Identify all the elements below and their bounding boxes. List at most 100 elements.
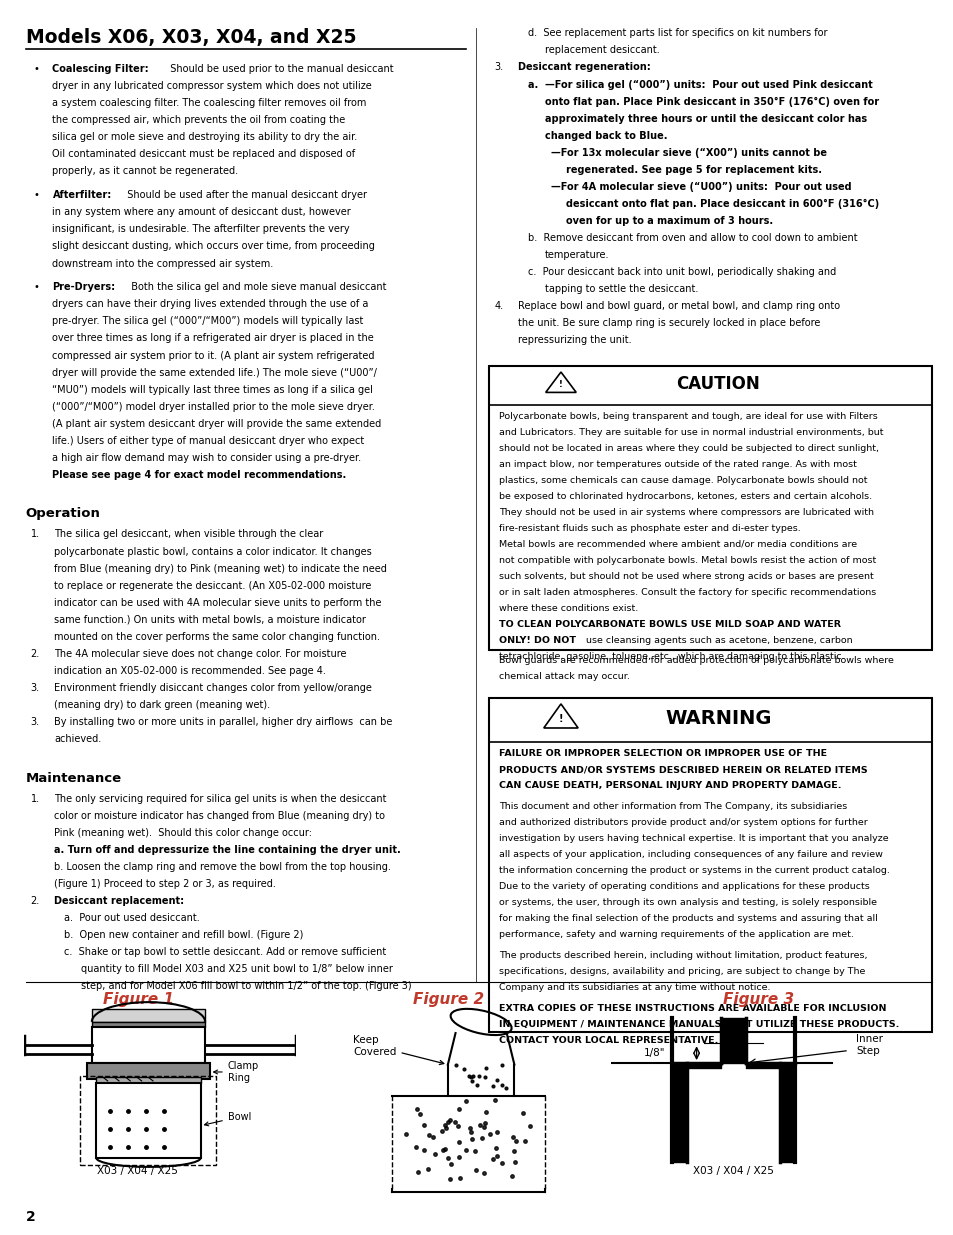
Text: ONLY! DO NOT: ONLY! DO NOT bbox=[498, 636, 576, 645]
Text: and authorized distributors provide product and/or system options for further: and authorized distributors provide prod… bbox=[498, 818, 867, 827]
Text: TO CLEAN POLYCARBONATE BOWLS USE MILD SOAP AND WATER: TO CLEAN POLYCARBONATE BOWLS USE MILD SO… bbox=[498, 620, 840, 629]
Text: a.  —For silica gel (“000”) units:  Pour out used Pink desiccant: a. —For silica gel (“000”) units: Pour o… bbox=[527, 79, 871, 89]
Text: Oil contaminated desiccant must be replaced and disposed of: Oil contaminated desiccant must be repla… bbox=[52, 149, 355, 159]
Text: Bowl: Bowl bbox=[204, 1112, 251, 1126]
Text: a high air flow demand may wish to consider using a pre-dryer.: a high air flow demand may wish to consi… bbox=[52, 453, 361, 463]
Text: •: • bbox=[33, 190, 39, 200]
Text: the compressed air, which prevents the oil from coating the: the compressed air, which prevents the o… bbox=[52, 115, 345, 125]
Text: Inner
Step: Inner Step bbox=[856, 1035, 882, 1056]
Text: 1.: 1. bbox=[30, 794, 40, 804]
Text: Desiccant regeneration:: Desiccant regeneration: bbox=[517, 63, 650, 73]
Text: properly, as it cannot be regenerated.: properly, as it cannot be regenerated. bbox=[52, 167, 238, 177]
Text: oven for up to a maximum of 3 hours.: oven for up to a maximum of 3 hours. bbox=[565, 216, 772, 226]
Text: indication an X05-02-000 is recommended. See page 4.: indication an X05-02-000 is recommended.… bbox=[54, 666, 326, 676]
Bar bbox=[96, 1083, 200, 1158]
Text: The 4A molecular sieve does not change color. For moisture: The 4A molecular sieve does not change c… bbox=[54, 648, 347, 658]
Text: or in salt laden atmospheres. Consult the factory for specific recommendations: or in salt laden atmospheres. Consult th… bbox=[498, 588, 875, 597]
Text: dryers can have their drying lives extended through the use of a: dryers can have their drying lives exten… bbox=[52, 299, 369, 310]
Bar bbox=[91, 1028, 205, 1063]
Text: 4.: 4. bbox=[494, 301, 503, 311]
Text: an impact blow, nor temperatures outside of the rated range. As with most: an impact blow, nor temperatures outside… bbox=[498, 459, 856, 468]
Bar bbox=[96, 1077, 200, 1083]
Text: FAILURE OR IMPROPER SELECTION OR IMPROPER USE OF THE: FAILURE OR IMPROPER SELECTION OR IMPROPE… bbox=[498, 748, 826, 758]
Text: IN EQUIPMENT / MAINTENANCE MANUALS THAT UTILIZE THESE PRODUCTS.: IN EQUIPMENT / MAINTENANCE MANUALS THAT … bbox=[498, 1020, 899, 1029]
Text: should not be located in areas where they could be subjected to direct sunlight,: should not be located in areas where the… bbox=[498, 443, 878, 452]
Text: dryer will provide the same extended life.) The mole sieve (“U00”/: dryer will provide the same extended lif… bbox=[52, 368, 377, 378]
Text: (meaning dry) to dark green (meaning wet).: (meaning dry) to dark green (meaning wet… bbox=[54, 700, 271, 710]
Text: color or moisture indicator has changed from Blue (meaning dry) to: color or moisture indicator has changed … bbox=[54, 810, 385, 821]
Text: a system coalescing filter. The coalescing filter removes oil from: a system coalescing filter. The coalesci… bbox=[52, 99, 367, 109]
Text: quantity to fill Model X03 and X25 unit bowl to 1/8” below inner: quantity to fill Model X03 and X25 unit … bbox=[81, 965, 393, 974]
Text: b. Loosen the clamp ring and remove the bowl from the top housing.: b. Loosen the clamp ring and remove the … bbox=[54, 862, 391, 872]
Text: temperature.: temperature. bbox=[544, 249, 609, 259]
Text: tapping to settle the desiccant.: tapping to settle the desiccant. bbox=[544, 284, 698, 294]
Text: investigation by users having technical expertise. It is important that you anal: investigation by users having technical … bbox=[498, 834, 887, 844]
Text: b.  Open new container and refill bowl. (Figure 2): b. Open new container and refill bowl. (… bbox=[64, 930, 303, 940]
Text: 3.: 3. bbox=[494, 63, 503, 73]
Text: —For 4A molecular sieve (“U00”) units:  Pour out used: —For 4A molecular sieve (“U00”) units: P… bbox=[551, 182, 851, 191]
Text: use cleansing agents such as acetone, benzene, carbon: use cleansing agents such as acetone, be… bbox=[582, 636, 852, 645]
Text: —For 13x molecular sieve (“X00”) units cannot be: —For 13x molecular sieve (“X00”) units c… bbox=[551, 148, 826, 158]
Text: silica gel or mole sieve and destroying its ability to dry the air.: silica gel or mole sieve and destroying … bbox=[52, 132, 357, 142]
Text: fire-resistant fluids such as phosphate ester and di-ester types.: fire-resistant fluids such as phosphate … bbox=[498, 524, 800, 532]
Text: Pink (meaning wet).  Should this color change occur:: Pink (meaning wet). Should this color ch… bbox=[54, 827, 312, 837]
Text: be exposed to chlorinated hydrocarbons, ketones, esters and certain alcohols.: be exposed to chlorinated hydrocarbons, … bbox=[498, 492, 871, 500]
Text: downstream into the compressed air system.: downstream into the compressed air syste… bbox=[52, 258, 274, 268]
Text: life.) Users of either type of manual desiccant dryer who expect: life.) Users of either type of manual de… bbox=[52, 436, 364, 446]
Text: •: • bbox=[33, 283, 39, 293]
Text: approximately three hours or until the desiccant color has: approximately three hours or until the d… bbox=[544, 114, 866, 124]
Polygon shape bbox=[543, 704, 578, 727]
Text: Metal bowls are recommended where ambient and/or media conditions are: Metal bowls are recommended where ambien… bbox=[498, 540, 856, 548]
Text: Maintenance: Maintenance bbox=[26, 772, 122, 784]
Text: Figure 1: Figure 1 bbox=[103, 992, 173, 1007]
Text: in any system where any amount of desiccant dust, however: in any system where any amount of desicc… bbox=[52, 207, 351, 217]
Text: Figure 3: Figure 3 bbox=[722, 992, 793, 1007]
Bar bbox=[489, 366, 931, 650]
Text: changed back to Blue.: changed back to Blue. bbox=[544, 131, 666, 141]
Text: 1/8": 1/8" bbox=[643, 1049, 665, 1058]
Text: Environment friendly disiccant changes color from yellow/orange: Environment friendly disiccant changes c… bbox=[54, 683, 372, 693]
Text: Models X06, X03, X04, and X25: Models X06, X03, X04, and X25 bbox=[26, 28, 355, 47]
Text: Afterfilter:: Afterfilter: bbox=[52, 190, 112, 200]
Bar bbox=[489, 698, 931, 1031]
Text: same function.) On units with metal bowls, a moisture indicator: same function.) On units with metal bowl… bbox=[54, 615, 366, 625]
Text: (Figure 1) Proceed to step 2 or 3, as required.: (Figure 1) Proceed to step 2 or 3, as re… bbox=[54, 879, 276, 889]
Text: c.  Pour desiccant back into unit bowl, periodically shaking and: c. Pour desiccant back into unit bowl, p… bbox=[527, 267, 835, 277]
Polygon shape bbox=[545, 372, 576, 393]
Text: indicator can be used with 4A molecular sieve units to perform the: indicator can be used with 4A molecular … bbox=[54, 598, 381, 608]
Text: Please see page 4 for exact model recommendations.: Please see page 4 for exact model recomm… bbox=[52, 469, 346, 480]
Text: for making the final selection of the products and systems and assuring that all: for making the final selection of the pr… bbox=[498, 914, 877, 923]
Text: X03 / X04 / X25: X03 / X04 / X25 bbox=[96, 1166, 177, 1176]
Text: Coalescing Filter:: Coalescing Filter: bbox=[52, 64, 149, 74]
Text: CONTACT YOUR LOCAL REPRESENTATIVE.: CONTACT YOUR LOCAL REPRESENTATIVE. bbox=[498, 1036, 718, 1045]
Text: replacement desiccant.: replacement desiccant. bbox=[544, 46, 659, 56]
Text: onto flat pan. Place Pink desiccant in 350°F (176°C) oven for: onto flat pan. Place Pink desiccant in 3… bbox=[544, 96, 878, 106]
Text: step, and for Model X06 fill bowl to within 1/2” of the top. (Figure 3): step, and for Model X06 fill bowl to wit… bbox=[81, 981, 412, 992]
Text: or systems, the user, through its own analysis and testing, is solely responsibl: or systems, the user, through its own an… bbox=[498, 898, 876, 906]
Text: 3.: 3. bbox=[30, 683, 40, 693]
Text: performance, safety and warning requirements of the application are met.: performance, safety and warning requirem… bbox=[498, 930, 853, 939]
Text: Keep
Covered: Keep Covered bbox=[353, 1035, 443, 1065]
Text: The products described herein, including without limitation, product features,: The products described herein, including… bbox=[498, 951, 866, 960]
Text: !: ! bbox=[558, 380, 562, 389]
Text: Due to the variety of operating conditions and applications for these products: Due to the variety of operating conditio… bbox=[498, 882, 869, 890]
Text: “MU0”) models will typically last three times as long if a silica gel: “MU0”) models will typically last three … bbox=[52, 384, 373, 395]
Text: Polycarbonate bowls, being transparent and tough, are ideal for use with Filters: Polycarbonate bowls, being transparent a… bbox=[498, 411, 877, 421]
Text: slight desiccant dusting, which occurs over time, from proceeding: slight desiccant dusting, which occurs o… bbox=[52, 242, 375, 252]
Text: achieved.: achieved. bbox=[54, 734, 102, 743]
Text: desiccant onto flat pan. Place desiccant in 600°F (316°C): desiccant onto flat pan. Place desiccant… bbox=[565, 199, 878, 209]
Text: mounted on the cover performs the same color changing function.: mounted on the cover performs the same c… bbox=[54, 632, 380, 642]
Text: 2.: 2. bbox=[30, 895, 40, 906]
Text: CAUTION: CAUTION bbox=[676, 375, 760, 394]
Bar bbox=[80, 1076, 216, 1165]
Text: c.  Shake or tap bowl to settle desiccant. Add or remove sufficient: c. Shake or tap bowl to settle desiccant… bbox=[64, 947, 386, 957]
Text: 3.: 3. bbox=[30, 718, 40, 727]
Text: Bowl guards are recommended for added protection of polycarbonate bowls where: Bowl guards are recommended for added pr… bbox=[498, 656, 893, 666]
Text: 2.: 2. bbox=[30, 648, 40, 658]
Text: !: ! bbox=[558, 714, 562, 724]
Text: EXTRA COPIES OF THESE INSTRUCTIONS ARE AVAILABLE FOR INCLUSION: EXTRA COPIES OF THESE INSTRUCTIONS ARE A… bbox=[498, 1004, 885, 1013]
Text: Company and its subsidiaries at any time without notice.: Company and its subsidiaries at any time… bbox=[498, 983, 770, 992]
Text: Pre-Dryers:: Pre-Dryers: bbox=[52, 283, 115, 293]
Text: insignificant, is undesirable. The afterfilter prevents the very: insignificant, is undesirable. The after… bbox=[52, 225, 350, 235]
Text: PRODUCTS AND/OR SYSTEMS DESCRIBED HEREIN OR RELATED ITEMS: PRODUCTS AND/OR SYSTEMS DESCRIBED HEREIN… bbox=[498, 764, 866, 774]
